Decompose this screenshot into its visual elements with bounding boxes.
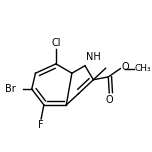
Text: O: O	[121, 62, 129, 72]
Text: O: O	[105, 95, 113, 105]
Text: NH: NH	[86, 52, 101, 62]
Text: Cl: Cl	[51, 38, 61, 48]
Text: F: F	[38, 120, 44, 130]
Text: CH₃: CH₃	[135, 64, 151, 73]
Text: Br: Br	[5, 84, 16, 94]
